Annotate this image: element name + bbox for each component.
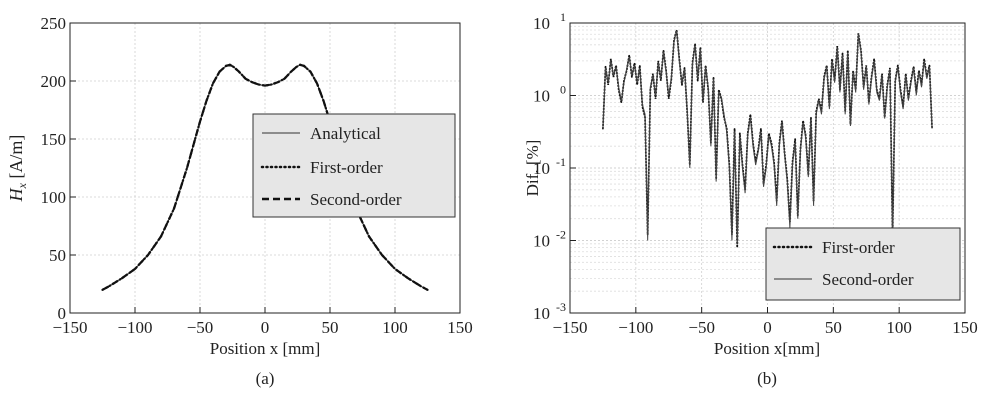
- x-tick-label-b: −150: [552, 318, 587, 337]
- y-tick-label-b: 10: [533, 159, 550, 178]
- legend-b: First-order Second-order: [765, 227, 961, 301]
- y-tick-exponent-b: 1: [560, 10, 566, 24]
- y-axis-subscript-a: x: [15, 182, 29, 189]
- xticks-b: −150 −100 −50 0 50 100 150: [552, 307, 978, 337]
- legend-label-analytical: Analytical: [310, 124, 381, 143]
- x-tick-label-b: 0: [763, 318, 772, 337]
- x-tick-label-b: −50: [688, 318, 715, 337]
- legend-label-second-order-a: Second-order: [310, 190, 402, 209]
- y-axis-unit-a: [A/m]: [6, 135, 26, 184]
- yticks-a: 0 50 100 150 200 250: [41, 14, 76, 323]
- series-line-second-order-b: [602, 30, 933, 244]
- legend-label-first-order-b: First-order: [822, 238, 895, 257]
- x-tick-label-a: −100: [117, 318, 152, 337]
- y-tick-label-a: 200: [41, 72, 67, 91]
- y-tick-exponent-b: -1: [556, 155, 566, 169]
- y-tick-label-a: 150: [41, 130, 67, 149]
- y-tick-exponent-b: -3: [556, 300, 566, 314]
- x-tick-label-b: 100: [886, 318, 912, 337]
- x-tick-label-a: −150: [52, 318, 87, 337]
- y-axis-label-b: Dif. [%]: [523, 140, 542, 197]
- y-axis-label-a: Hx [A/m]: [6, 135, 29, 203]
- y-tick-label-a: 50: [49, 246, 66, 265]
- x-axis-label-a: Position x [mm]: [210, 339, 321, 358]
- x-tick-label-a: 50: [322, 318, 339, 337]
- y-tick-label-b: 10: [533, 14, 550, 33]
- y-tick-exponent-b: -2: [556, 228, 566, 242]
- series-line-first-order-b: [602, 29, 933, 248]
- x-axis-label-b: Position x[mm]: [714, 339, 820, 358]
- y-tick-label-a: 0: [58, 304, 67, 323]
- panel-label-b: (b): [757, 369, 777, 388]
- x-tick-label-a: −50: [187, 318, 214, 337]
- y-tick-exponent-b: 0: [560, 83, 566, 97]
- x-tick-label-a: 0: [261, 318, 270, 337]
- panel-a: −150 −100 −50 0 50 100 150 0 50 100 150 200 250 Pos…: [6, 14, 473, 388]
- x-tick-label-b: 150: [952, 318, 978, 337]
- y-axis-symbol-a: H: [6, 187, 26, 202]
- legend-a: Analytical First-order Second-order: [252, 113, 456, 218]
- x-tick-label-b: −100: [618, 318, 653, 337]
- x-tick-label-a: 150: [447, 318, 473, 337]
- legend-box-b: [765, 227, 961, 301]
- legend-label-first-order-a: First-order: [310, 158, 383, 177]
- y-tick-label-b: 10: [533, 304, 550, 323]
- x-tick-label-b: 50: [825, 318, 842, 337]
- xticks-a: −150 −100 −50 0 50 100 150: [52, 307, 473, 337]
- y-tick-label-b: 10: [533, 232, 550, 251]
- series-layer-b: [602, 29, 933, 248]
- y-tick-label-a: 250: [41, 14, 67, 33]
- panel-label-a: (a): [256, 369, 275, 388]
- y-tick-label-b: 10: [533, 87, 550, 106]
- y-tick-label-a: 100: [41, 188, 67, 207]
- x-tick-label-a: 100: [382, 318, 408, 337]
- yticks-b: 10 1 10 0 10 -1 10 -2 10 -3: [533, 10, 576, 323]
- legend-label-second-order-b: Second-order: [822, 270, 914, 289]
